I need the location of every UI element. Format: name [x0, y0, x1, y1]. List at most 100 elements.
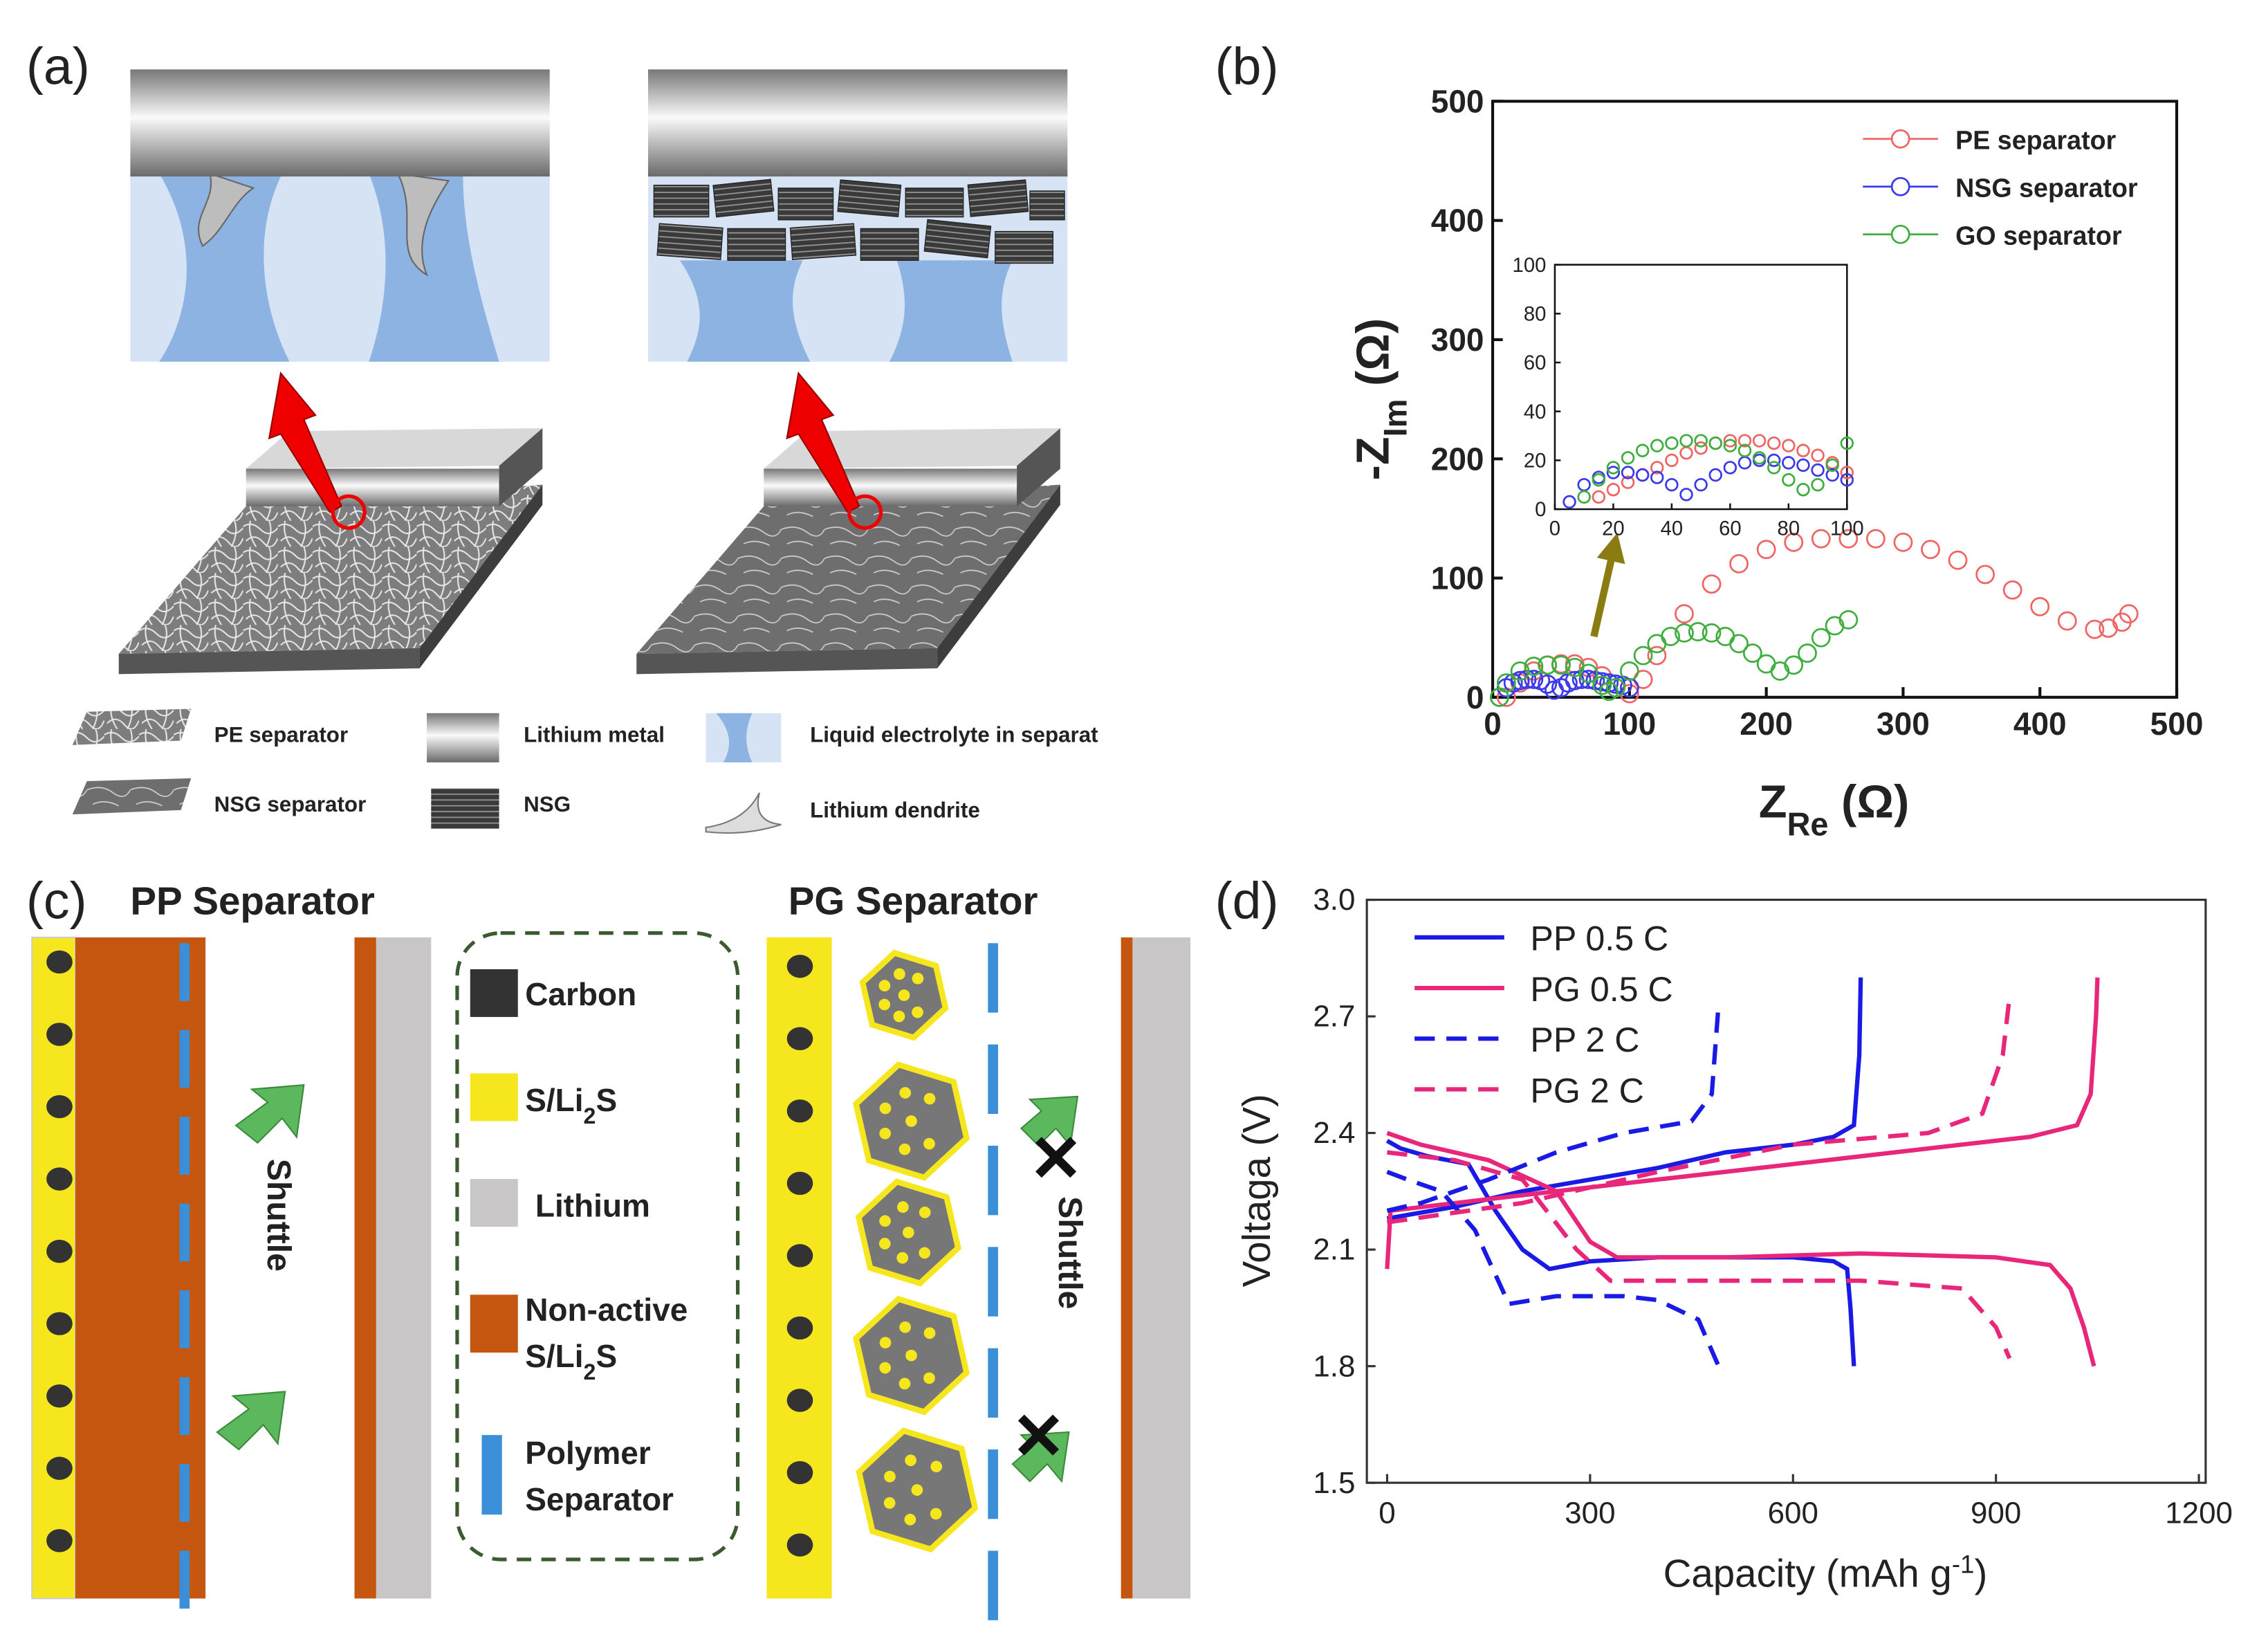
- y-tick-label: 100: [1431, 560, 1484, 596]
- data-point: [1524, 657, 1544, 676]
- data-point: [1621, 475, 1635, 489]
- data-point: [1679, 434, 1693, 448]
- data-point: [1811, 463, 1825, 477]
- sulfur-dot: [879, 1215, 891, 1227]
- x-tick-label: 400: [2013, 706, 2067, 742]
- data-point: [1825, 458, 1839, 473]
- dot: [46, 1023, 73, 1046]
- x-tick-label: 0: [1379, 1496, 1395, 1530]
- legend-icon: [481, 1435, 502, 1515]
- data-point: [1538, 674, 1558, 694]
- legend-icon: [431, 788, 499, 830]
- data-point: [1825, 616, 1845, 636]
- dot: [786, 1099, 813, 1123]
- label-part: S/Li: [525, 1082, 583, 1118]
- shuttle-label: Shuttle: [1051, 1196, 1089, 1309]
- sulfur-dot: [878, 1238, 891, 1249]
- title: PP Separator: [130, 879, 374, 922]
- data-point: [1838, 610, 1859, 630]
- dendrite: [198, 172, 450, 277]
- data-point: [2099, 618, 2119, 638]
- data-point: [1650, 470, 1664, 484]
- data-point: [2119, 604, 2139, 624]
- data-point: [1702, 574, 1722, 594]
- y-tick-label: 500: [1431, 83, 1484, 119]
- sulfur-dot: [905, 1349, 917, 1362]
- label: S/Li2S: [525, 1082, 617, 1128]
- data-point: [1606, 466, 1621, 479]
- label-part: Re: [1787, 806, 1829, 842]
- y-axis-label: Voltaga (V): [1235, 1094, 1278, 1287]
- x-tick-label: 500: [2150, 706, 2204, 742]
- sulfur-dot: [923, 1137, 935, 1150]
- data-point: [1694, 477, 1708, 492]
- legend-label: NSG separator: [1955, 173, 2138, 202]
- legend-text: Non-active: [525, 1292, 688, 1328]
- label-part: -Z: [1347, 437, 1399, 480]
- label-part: ): [1974, 1552, 1987, 1595]
- y-tick-label: 100: [1513, 255, 1547, 277]
- y-tick-label: 200: [1431, 441, 1484, 477]
- data-point: [2085, 619, 2105, 639]
- legend-icon: [716, 713, 753, 762]
- shuttle-label: Shuttle: [260, 1159, 297, 1272]
- data-point: [1737, 434, 1752, 448]
- data-point: [1729, 553, 1749, 574]
- data-point: [1811, 628, 1831, 648]
- data-point: [1811, 448, 1825, 462]
- data-point: [1665, 477, 1679, 492]
- dot: [786, 955, 813, 978]
- sulfur-dot: [905, 1454, 916, 1467]
- label-part: S/Li: [525, 1338, 583, 1374]
- red-arrow: [268, 372, 860, 513]
- legend-text: Carbon: [525, 976, 636, 1012]
- sulfur-dot: [879, 1127, 892, 1139]
- y-tick-label: 3.0: [1313, 883, 1355, 917]
- legend-text: Lithium metal: [524, 723, 665, 747]
- panel-label: (c): [26, 872, 87, 930]
- dash: [988, 1348, 998, 1418]
- data-point: [1592, 675, 1612, 695]
- legend-icon: [72, 708, 192, 745]
- sulfur-dot: [912, 1006, 923, 1018]
- data-point: [1723, 439, 1737, 452]
- block-mark: [1017, 1137, 1077, 1456]
- dash: [988, 1247, 998, 1317]
- plot-frame: [1365, 898, 2207, 1484]
- dot: [46, 1456, 73, 1480]
- data-point: [1708, 468, 1722, 482]
- dash: [179, 1117, 190, 1175]
- sulfur-dot: [879, 1362, 892, 1374]
- data-point: [1782, 456, 1796, 470]
- label: -ZIm (Ω): [1347, 318, 1414, 481]
- dot: [786, 1389, 813, 1412]
- y-tick-label: 0: [1535, 499, 1546, 521]
- data-point: [1647, 645, 1667, 666]
- sulfur-dot: [923, 1327, 936, 1339]
- data-point: [1606, 483, 1621, 497]
- sulfur-dot: [919, 1247, 931, 1259]
- dash: [988, 1550, 998, 1620]
- dash: [179, 1550, 190, 1609]
- sulfur-dot: [896, 1252, 909, 1264]
- data-line: [1386, 1004, 1721, 1367]
- data-point: [1975, 565, 1995, 585]
- y-tick-label: 20: [1524, 450, 1547, 473]
- data-line: [1386, 996, 2012, 1359]
- panel-label: (d): [1215, 872, 1279, 930]
- dash: [988, 1044, 998, 1114]
- dot: [46, 950, 73, 974]
- legend-label: PE separator: [1955, 125, 2116, 154]
- data-point: [1811, 529, 1831, 549]
- dot: [46, 1095, 73, 1119]
- data-point: [1524, 670, 1544, 689]
- legend-icon: [470, 1294, 518, 1353]
- label-part: (Ω): [1347, 318, 1399, 399]
- legend-icon: [72, 778, 192, 815]
- data-point: [1702, 623, 1722, 643]
- plot-frame: [1491, 100, 2179, 699]
- legend-box: [455, 931, 740, 1562]
- dot: [46, 1529, 73, 1553]
